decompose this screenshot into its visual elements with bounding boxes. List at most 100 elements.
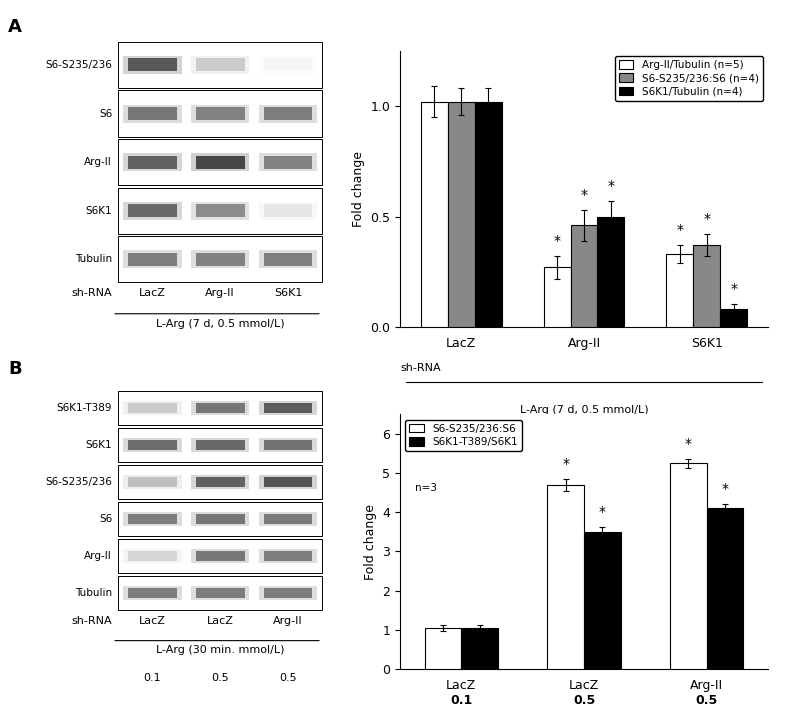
Bar (190, 586, 250, 600)
Bar (190, 475, 250, 489)
Text: Arg-II: Arg-II (206, 288, 235, 298)
Bar (190, 512, 250, 526)
Bar (598, 217, 625, 327)
Text: sh-RNA: sh-RNA (71, 616, 112, 626)
Bar (258, 56, 318, 74)
Bar (263, 440, 313, 449)
Bar (128, 588, 177, 598)
Text: sh-RNA: sh-RNA (71, 288, 112, 298)
Bar (258, 202, 318, 220)
Text: S6K1: S6K1 (86, 206, 112, 216)
Text: B: B (8, 360, 22, 378)
Text: L-Arg (30 min. mmol/L): L-Arg (30 min. mmol/L) (156, 646, 284, 655)
Bar (258, 475, 318, 489)
Bar (118, 465, 322, 499)
Text: Tubulin: Tubulin (75, 587, 112, 598)
Bar (128, 204, 177, 217)
Bar (118, 42, 322, 88)
Bar (570, 225, 598, 327)
Text: 0.5: 0.5 (695, 694, 718, 707)
Bar (425, 627, 462, 669)
Bar (128, 253, 177, 266)
Text: Arg-II: Arg-II (273, 616, 302, 626)
Bar (118, 502, 322, 536)
Legend: Arg-II/Tubulin (n=5), S6-S235/236:S6 (n=4), S6K1/Tubulin (n=4): Arg-II/Tubulin (n=5), S6-S235/236:S6 (n=… (614, 56, 762, 100)
Text: *: * (581, 188, 587, 201)
Bar (547, 485, 584, 669)
Bar (421, 102, 448, 327)
Bar (543, 268, 570, 327)
Bar (190, 105, 250, 123)
Bar (128, 440, 177, 449)
Bar (263, 58, 313, 71)
Text: 0.5: 0.5 (211, 673, 229, 683)
Y-axis label: Fold change: Fold change (364, 504, 377, 579)
Bar (123, 586, 182, 600)
Text: S6: S6 (99, 108, 112, 119)
Bar (258, 586, 318, 600)
Bar (196, 58, 245, 71)
Bar (123, 549, 182, 563)
Bar (128, 551, 177, 561)
Text: *: * (599, 505, 606, 520)
Text: 0.1: 0.1 (143, 673, 161, 683)
Bar (462, 627, 498, 669)
Bar (118, 236, 322, 282)
Text: S6K1-T389: S6K1-T389 (57, 403, 112, 413)
Bar (128, 58, 177, 71)
Y-axis label: Fold change: Fold change (352, 151, 365, 227)
Text: *: * (607, 179, 614, 193)
Bar (258, 549, 318, 563)
Bar (128, 514, 177, 523)
Bar (196, 551, 245, 561)
Text: n=3: n=3 (414, 483, 437, 493)
Text: Arg-II: Arg-II (85, 157, 112, 167)
Text: Tubulin: Tubulin (75, 254, 112, 265)
Bar (693, 246, 720, 327)
Bar (123, 512, 182, 526)
Text: *: * (562, 457, 569, 471)
Bar (666, 254, 693, 327)
Bar (584, 532, 621, 669)
Bar (123, 250, 182, 268)
Bar (128, 403, 177, 413)
Bar (258, 105, 318, 123)
Bar (263, 403, 313, 413)
Bar (118, 390, 322, 425)
Text: sh-RNA: sh-RNA (400, 363, 441, 373)
Text: LacZ: LacZ (138, 288, 166, 298)
Bar (118, 188, 322, 234)
Bar (258, 438, 318, 451)
Bar (706, 508, 743, 669)
Bar (196, 440, 245, 449)
Text: *: * (722, 482, 729, 496)
Bar (263, 477, 313, 486)
Text: 0.5: 0.5 (279, 673, 297, 683)
Bar (196, 514, 245, 523)
Bar (263, 253, 313, 266)
Bar (475, 102, 502, 327)
Bar (670, 463, 706, 669)
Bar (123, 56, 182, 74)
Text: 0.5: 0.5 (573, 694, 595, 707)
Bar (258, 250, 318, 268)
Bar (123, 438, 182, 451)
Legend: S6-S235/236:S6, S6K1-T389/S6K1: S6-S235/236:S6, S6K1-T389/S6K1 (406, 419, 522, 451)
Bar (118, 576, 322, 610)
Bar (196, 156, 245, 169)
Bar (123, 401, 182, 414)
Bar (263, 588, 313, 598)
Text: S6-S235/236: S6-S235/236 (46, 477, 112, 487)
Text: S6K1: S6K1 (86, 440, 112, 450)
Bar (263, 204, 313, 217)
Text: *: * (676, 223, 683, 237)
Bar (190, 202, 250, 220)
Bar (720, 310, 747, 327)
Bar (128, 477, 177, 486)
Text: S6: S6 (99, 514, 112, 523)
Text: S6K1: S6K1 (274, 288, 302, 298)
Bar (190, 250, 250, 268)
Bar (190, 153, 250, 171)
Bar (263, 514, 313, 523)
Bar (196, 588, 245, 598)
